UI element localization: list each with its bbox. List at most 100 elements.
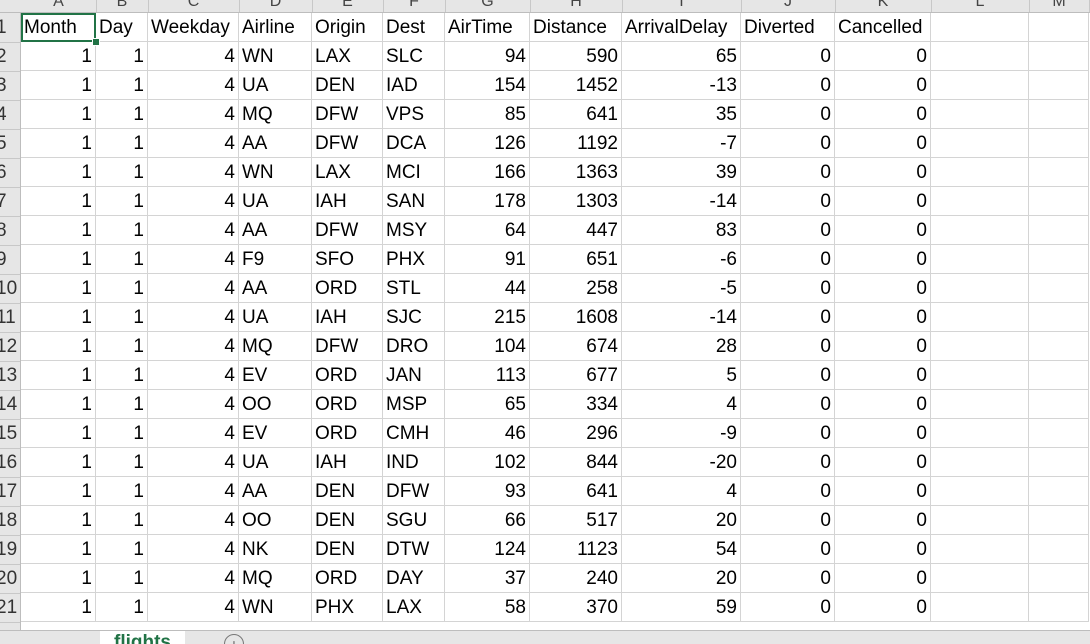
column-title-cell[interactable]: Origin <box>312 13 383 42</box>
table-cell[interactable]: 4 <box>148 158 239 187</box>
column-title-cell[interactable]: Dest <box>383 13 445 42</box>
table-cell[interactable]: 4 <box>148 361 239 390</box>
table-cell[interactable] <box>931 448 1029 477</box>
table-cell[interactable]: 0 <box>741 245 835 274</box>
table-cell[interactable] <box>931 245 1029 274</box>
column-header-j[interactable]: J <box>741 0 836 12</box>
table-cell[interactable]: 0 <box>835 100 931 129</box>
table-cell[interactable]: 4 <box>148 535 239 564</box>
table-cell[interactable]: 104 <box>445 332 530 361</box>
column-title-cell[interactable]: Airline <box>239 13 312 42</box>
table-cell[interactable]: DFW <box>312 129 383 158</box>
table-cell[interactable] <box>931 419 1029 448</box>
table-cell[interactable]: 0 <box>741 535 835 564</box>
table-cell[interactable]: ORD <box>312 390 383 419</box>
row-number-12[interactable]: 12 <box>0 332 20 362</box>
table-cell[interactable]: 0 <box>835 506 931 535</box>
table-cell[interactable]: 0 <box>741 390 835 419</box>
table-cell[interactable]: CMH <box>383 419 445 448</box>
column-title-cell[interactable]: Distance <box>530 13 622 42</box>
table-cell[interactable]: 1192 <box>530 129 622 158</box>
row-number-8[interactable]: 8 <box>0 216 20 246</box>
table-cell[interactable]: 0 <box>741 274 835 303</box>
table-cell[interactable]: 1 <box>21 361 96 390</box>
table-cell[interactable]: 66 <box>445 506 530 535</box>
table-cell[interactable]: -6 <box>622 245 741 274</box>
table-cell[interactable]: 1 <box>96 216 148 245</box>
row-number-10[interactable]: 10 <box>0 274 20 304</box>
table-cell[interactable]: 1 <box>21 390 96 419</box>
row-number-14[interactable]: 14 <box>0 390 20 420</box>
table-cell[interactable]: 113 <box>445 361 530 390</box>
table-cell[interactable]: 1 <box>96 71 148 100</box>
row-number-1[interactable]: 1 <box>0 13 20 43</box>
column-header-g[interactable]: G <box>445 0 531 12</box>
table-cell[interactable]: 240 <box>530 564 622 593</box>
table-cell[interactable] <box>931 303 1029 332</box>
table-cell[interactable] <box>1029 129 1089 158</box>
table-cell[interactable]: 1 <box>96 129 148 158</box>
table-cell[interactable]: 4 <box>148 274 239 303</box>
table-cell[interactable]: AA <box>239 129 312 158</box>
table-cell[interactable]: 651 <box>530 245 622 274</box>
table-cell[interactable]: EV <box>239 361 312 390</box>
table-cell[interactable]: 65 <box>622 42 741 71</box>
table-cell[interactable]: 20 <box>622 506 741 535</box>
table-cell[interactable]: OO <box>239 390 312 419</box>
table-cell[interactable]: 0 <box>835 187 931 216</box>
table-cell[interactable]: DFW <box>312 216 383 245</box>
row-number-2[interactable]: 2 <box>0 42 20 72</box>
table-cell[interactable] <box>1029 100 1089 129</box>
table-cell[interactable]: 0 <box>741 100 835 129</box>
table-cell[interactable]: 641 <box>530 477 622 506</box>
row-number-7[interactable]: 7 <box>0 187 20 217</box>
table-cell[interactable]: 1 <box>21 71 96 100</box>
table-cell[interactable]: -9 <box>622 419 741 448</box>
table-cell[interactable]: 4 <box>622 390 741 419</box>
column-header-e[interactable]: E <box>312 0 384 12</box>
table-cell[interactable]: 1123 <box>530 535 622 564</box>
table-cell[interactable]: 1 <box>96 477 148 506</box>
table-cell[interactable]: 4 <box>148 42 239 71</box>
table-cell[interactable] <box>931 158 1029 187</box>
table-cell[interactable] <box>931 593 1029 622</box>
table-cell[interactable]: 124 <box>445 535 530 564</box>
table-cell[interactable]: -5 <box>622 274 741 303</box>
table-cell[interactable]: 4 <box>148 332 239 361</box>
row-number-3[interactable]: 3 <box>0 71 20 101</box>
table-cell[interactable]: 1 <box>96 274 148 303</box>
table-cell[interactable] <box>931 216 1029 245</box>
table-cell[interactable]: SAN <box>383 187 445 216</box>
column-header-k[interactable]: K <box>835 0 932 12</box>
table-cell[interactable]: UA <box>239 187 312 216</box>
table-cell[interactable]: IAH <box>312 187 383 216</box>
table-cell[interactable] <box>931 332 1029 361</box>
table-cell[interactable]: 0 <box>835 245 931 274</box>
table-cell[interactable]: DEN <box>312 477 383 506</box>
table-cell[interactable]: 59 <box>622 593 741 622</box>
table-cell[interactable]: 0 <box>835 332 931 361</box>
table-cell[interactable] <box>1029 303 1089 332</box>
column-title-cell[interactable] <box>1029 13 1089 42</box>
table-cell[interactable]: 447 <box>530 216 622 245</box>
table-cell[interactable]: 334 <box>530 390 622 419</box>
table-cell[interactable]: UA <box>239 448 312 477</box>
table-cell[interactable]: VPS <box>383 100 445 129</box>
table-cell[interactable]: 4 <box>148 100 239 129</box>
table-cell[interactable]: 1 <box>21 245 96 274</box>
row-number-4[interactable]: 4 <box>0 100 20 130</box>
table-cell[interactable]: 844 <box>530 448 622 477</box>
table-cell[interactable]: 102 <box>445 448 530 477</box>
table-cell[interactable]: 0 <box>741 158 835 187</box>
table-cell[interactable]: 0 <box>835 564 931 593</box>
table-cell[interactable]: 1 <box>21 216 96 245</box>
row-number-17[interactable]: 17 <box>0 477 20 507</box>
table-cell[interactable]: AA <box>239 477 312 506</box>
table-cell[interactable]: 0 <box>835 216 931 245</box>
add-sheet-icon[interactable]: + <box>224 634 244 644</box>
table-cell[interactable] <box>1029 332 1089 361</box>
table-cell[interactable]: 44 <box>445 274 530 303</box>
table-cell[interactable]: 0 <box>835 390 931 419</box>
column-header-f[interactable]: F <box>383 0 446 12</box>
table-cell[interactable]: 0 <box>835 274 931 303</box>
